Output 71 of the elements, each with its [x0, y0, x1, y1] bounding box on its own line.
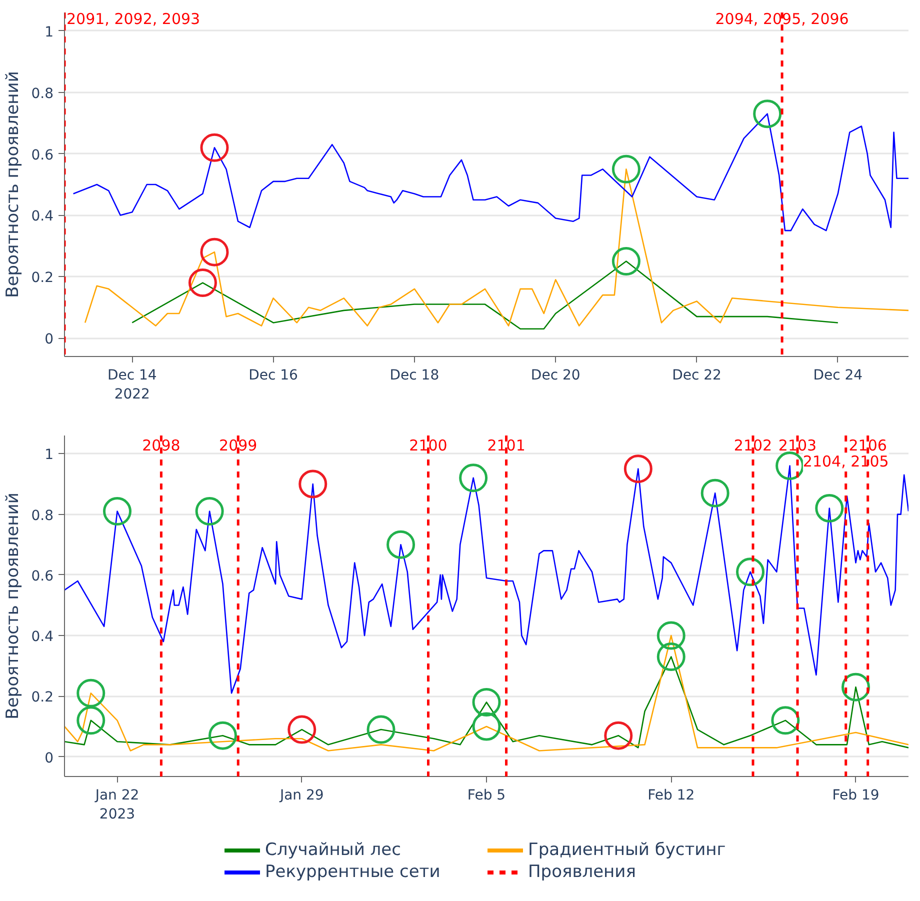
point [612, 247, 640, 276]
x-tick-label: Dec 22 [672, 368, 722, 384]
point [366, 715, 396, 744]
point [700, 478, 730, 508]
ref-line-label: 2102 [734, 436, 772, 455]
point [200, 238, 229, 266]
point [624, 454, 652, 484]
point [776, 452, 804, 480]
point [753, 100, 782, 128]
x-tick-label: Jan 29 [278, 788, 324, 804]
y-tick-label: 0.6 [31, 147, 54, 164]
legend-label: Случайный лес [265, 840, 402, 860]
x-tick-label: Dec 14 2022 [107, 368, 157, 403]
point [208, 721, 237, 750]
point [736, 558, 764, 586]
x-tick-label: Jan 22 2023 [94, 788, 140, 823]
y-tick-label: 0 [44, 332, 54, 348]
point [188, 268, 217, 298]
point [771, 706, 800, 735]
x-tick-label: Feb 12 [648, 788, 695, 804]
legend-label: Рекуррентные сети [265, 862, 442, 882]
point [76, 706, 106, 735]
y-tick-label: 0.2 [31, 270, 54, 286]
y-tick-label: 1 [44, 24, 54, 40]
y-tick-label: 0.4 [31, 629, 54, 646]
point [386, 530, 416, 559]
point [200, 133, 229, 162]
x-tick-label: Dec 20 [530, 368, 580, 384]
line-series [72, 113, 908, 232]
line-series [64, 634, 908, 752]
y-axis-title: Вероятность проявлений [3, 71, 24, 298]
y-tick-label: 0.8 [31, 508, 54, 524]
y-tick-label: 1 [44, 447, 54, 464]
line-series [64, 656, 908, 748]
x-tick-label: Dec 24 [813, 368, 863, 384]
line-series [84, 168, 908, 326]
point [298, 470, 328, 498]
legend-label: Градиентный бустинг [528, 840, 727, 860]
point [656, 621, 686, 650]
x-tick-label: Dec 16 [248, 368, 298, 384]
y-tick-label: 0.8 [31, 86, 54, 102]
ref-line-label: 2099 [219, 436, 258, 455]
x-tick-label: Feb 19 [832, 788, 880, 804]
ref-line-label: 2103 [778, 436, 817, 455]
ref-line-label: 2101 [487, 436, 526, 455]
point [76, 678, 106, 708]
x-tick-label: Dec 18 [390, 368, 440, 384]
y-tick-label: 0.2 [31, 690, 54, 706]
y-tick-label: 0.4 [31, 208, 54, 225]
line-series [131, 260, 839, 330]
ref-line-label: 2091, 2092, 2093 [66, 10, 200, 28]
y-tick-label: 0 [44, 750, 54, 766]
y-axis-title: Вероятность проявлений [3, 492, 24, 720]
point [195, 497, 224, 526]
y-tick-label: 0.6 [31, 568, 54, 584]
point [459, 464, 488, 492]
ref-line-label: 2104, 2105 [802, 452, 889, 471]
ref-line-label: 2106 [848, 436, 887, 455]
point [472, 712, 501, 741]
ref-line-label: 2098 [142, 436, 180, 455]
ref-line-label: 2094, 2095, 2096 [715, 10, 849, 28]
legend-label: Проявления [528, 862, 637, 882]
point [472, 688, 501, 716]
point [612, 154, 640, 184]
x-tick-label: Feb 5 [467, 788, 506, 804]
point [604, 721, 633, 750]
point [815, 494, 844, 522]
point [656, 642, 686, 671]
point [288, 715, 316, 744]
ref-line-label: 2100 [409, 436, 448, 455]
point [103, 497, 132, 526]
